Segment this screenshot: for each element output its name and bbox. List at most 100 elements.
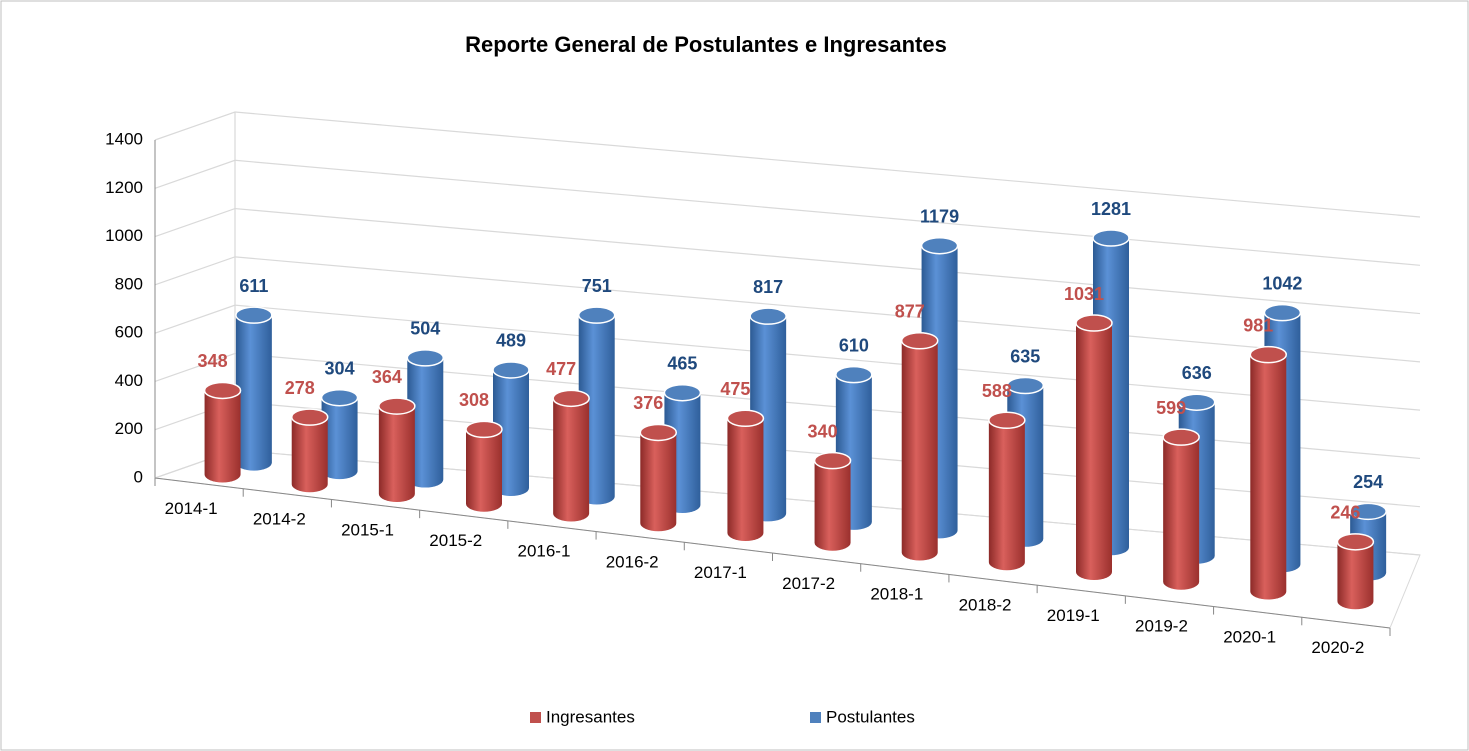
legend-label: Ingresantes [546, 707, 635, 726]
value-label: 477 [546, 359, 576, 379]
value-label: 1031 [1064, 284, 1104, 304]
value-label: 599 [1156, 398, 1186, 418]
bar-top [920, 236, 959, 255]
x-tick-label: 2016-2 [606, 552, 659, 571]
y-tick-label: 200 [115, 419, 143, 438]
x-tick-label: 2020-1 [1223, 627, 1276, 646]
y-tick-label: 0 [134, 467, 143, 486]
value-label: 817 [753, 277, 783, 297]
bar-body [901, 340, 938, 561]
x-tick-label: 2014-1 [165, 499, 218, 518]
value-label: 611 [239, 276, 268, 296]
x-tick-label: 2017-1 [694, 563, 747, 582]
y-tick-label: 1400 [105, 129, 143, 148]
bar-top [1349, 502, 1387, 521]
value-label: 504 [410, 319, 440, 339]
bar-body [1076, 323, 1112, 580]
value-label: 588 [982, 381, 1012, 401]
bar-body [204, 390, 241, 483]
bar-top [663, 383, 702, 402]
x-tick-label: 2018-1 [870, 585, 923, 604]
bar-top [1075, 314, 1113, 332]
bar-body [640, 432, 677, 532]
value-label: 635 [1010, 346, 1040, 366]
bar-top [1092, 229, 1130, 247]
bar [639, 423, 678, 532]
value-label: 751 [582, 276, 612, 296]
bar-top [235, 306, 273, 324]
value-label: 254 [1353, 472, 1383, 492]
bar-body [1163, 437, 1200, 590]
x-tick-label: 2020-2 [1311, 638, 1364, 657]
y-tick-label: 1000 [105, 226, 143, 245]
bar [1162, 428, 1200, 590]
value-label: 610 [839, 335, 869, 355]
bar-body [291, 417, 328, 493]
bar [900, 331, 939, 561]
bar-body [553, 398, 590, 522]
bar-body [727, 418, 764, 541]
y-tick-label: 600 [115, 323, 143, 342]
value-label: 376 [633, 393, 663, 413]
bar-top [1006, 376, 1045, 395]
x-tick-label: 2019-2 [1135, 617, 1188, 636]
bar-top [203, 381, 242, 400]
value-label: 465 [667, 353, 697, 373]
bar-top [835, 365, 873, 384]
value-label: 981 [1243, 315, 1273, 335]
bar-body [1337, 541, 1374, 610]
value-label: 489 [496, 331, 526, 351]
x-tick-label: 2015-2 [429, 531, 482, 550]
y-tick-label: 1200 [105, 178, 143, 197]
bar-body [321, 397, 358, 480]
value-label: 1179 [920, 206, 959, 226]
y-tick-label: 800 [115, 274, 143, 293]
legend-swatch [810, 712, 821, 723]
bar [406, 349, 445, 488]
legend-swatch [530, 712, 541, 723]
bar [1249, 345, 1288, 600]
value-label: 348 [198, 351, 228, 371]
value-label: 475 [720, 379, 750, 399]
y-tick-label: 400 [115, 371, 143, 390]
bar [552, 389, 590, 522]
x-tick-label: 2017-2 [782, 574, 835, 593]
bar-top [577, 306, 616, 324]
bar-top [988, 411, 1026, 430]
x-tick-label: 2019-1 [1047, 606, 1100, 625]
bar-body [988, 420, 1025, 571]
x-tick-label: 2018-2 [959, 595, 1012, 614]
value-label: 877 [895, 301, 925, 321]
bar-top [406, 349, 445, 367]
bar-top [1177, 393, 1216, 411]
chart-title: Reporte General de Postulantes e Ingresa… [465, 32, 947, 57]
bar [1336, 533, 1375, 610]
x-tick-label: 2015-1 [341, 520, 394, 539]
bar-top [1263, 303, 1302, 322]
bar [203, 381, 242, 483]
bar-top [320, 388, 359, 407]
bar-top [813, 451, 852, 470]
bar-body [814, 460, 851, 551]
bar [378, 397, 416, 502]
bar [235, 306, 273, 471]
bar-top [1249, 345, 1288, 364]
value-label: 246 [1330, 503, 1360, 523]
bar-top [1336, 533, 1375, 551]
value-label: 308 [459, 390, 489, 410]
bar [813, 451, 852, 551]
legend-label: Postulantes [826, 707, 915, 726]
bar-top [552, 389, 590, 408]
bar-top [1162, 428, 1200, 446]
bar-top [290, 408, 329, 426]
bar-top [492, 361, 530, 379]
bar-body [235, 315, 272, 471]
bar-top [900, 331, 939, 350]
bar-top [378, 397, 416, 415]
x-tick-label: 2014-2 [253, 510, 306, 529]
value-label: 636 [1182, 363, 1212, 383]
bar-body [1250, 354, 1287, 600]
value-label: 278 [285, 378, 315, 398]
bar-top [749, 307, 787, 325]
value-label: 304 [325, 358, 355, 378]
